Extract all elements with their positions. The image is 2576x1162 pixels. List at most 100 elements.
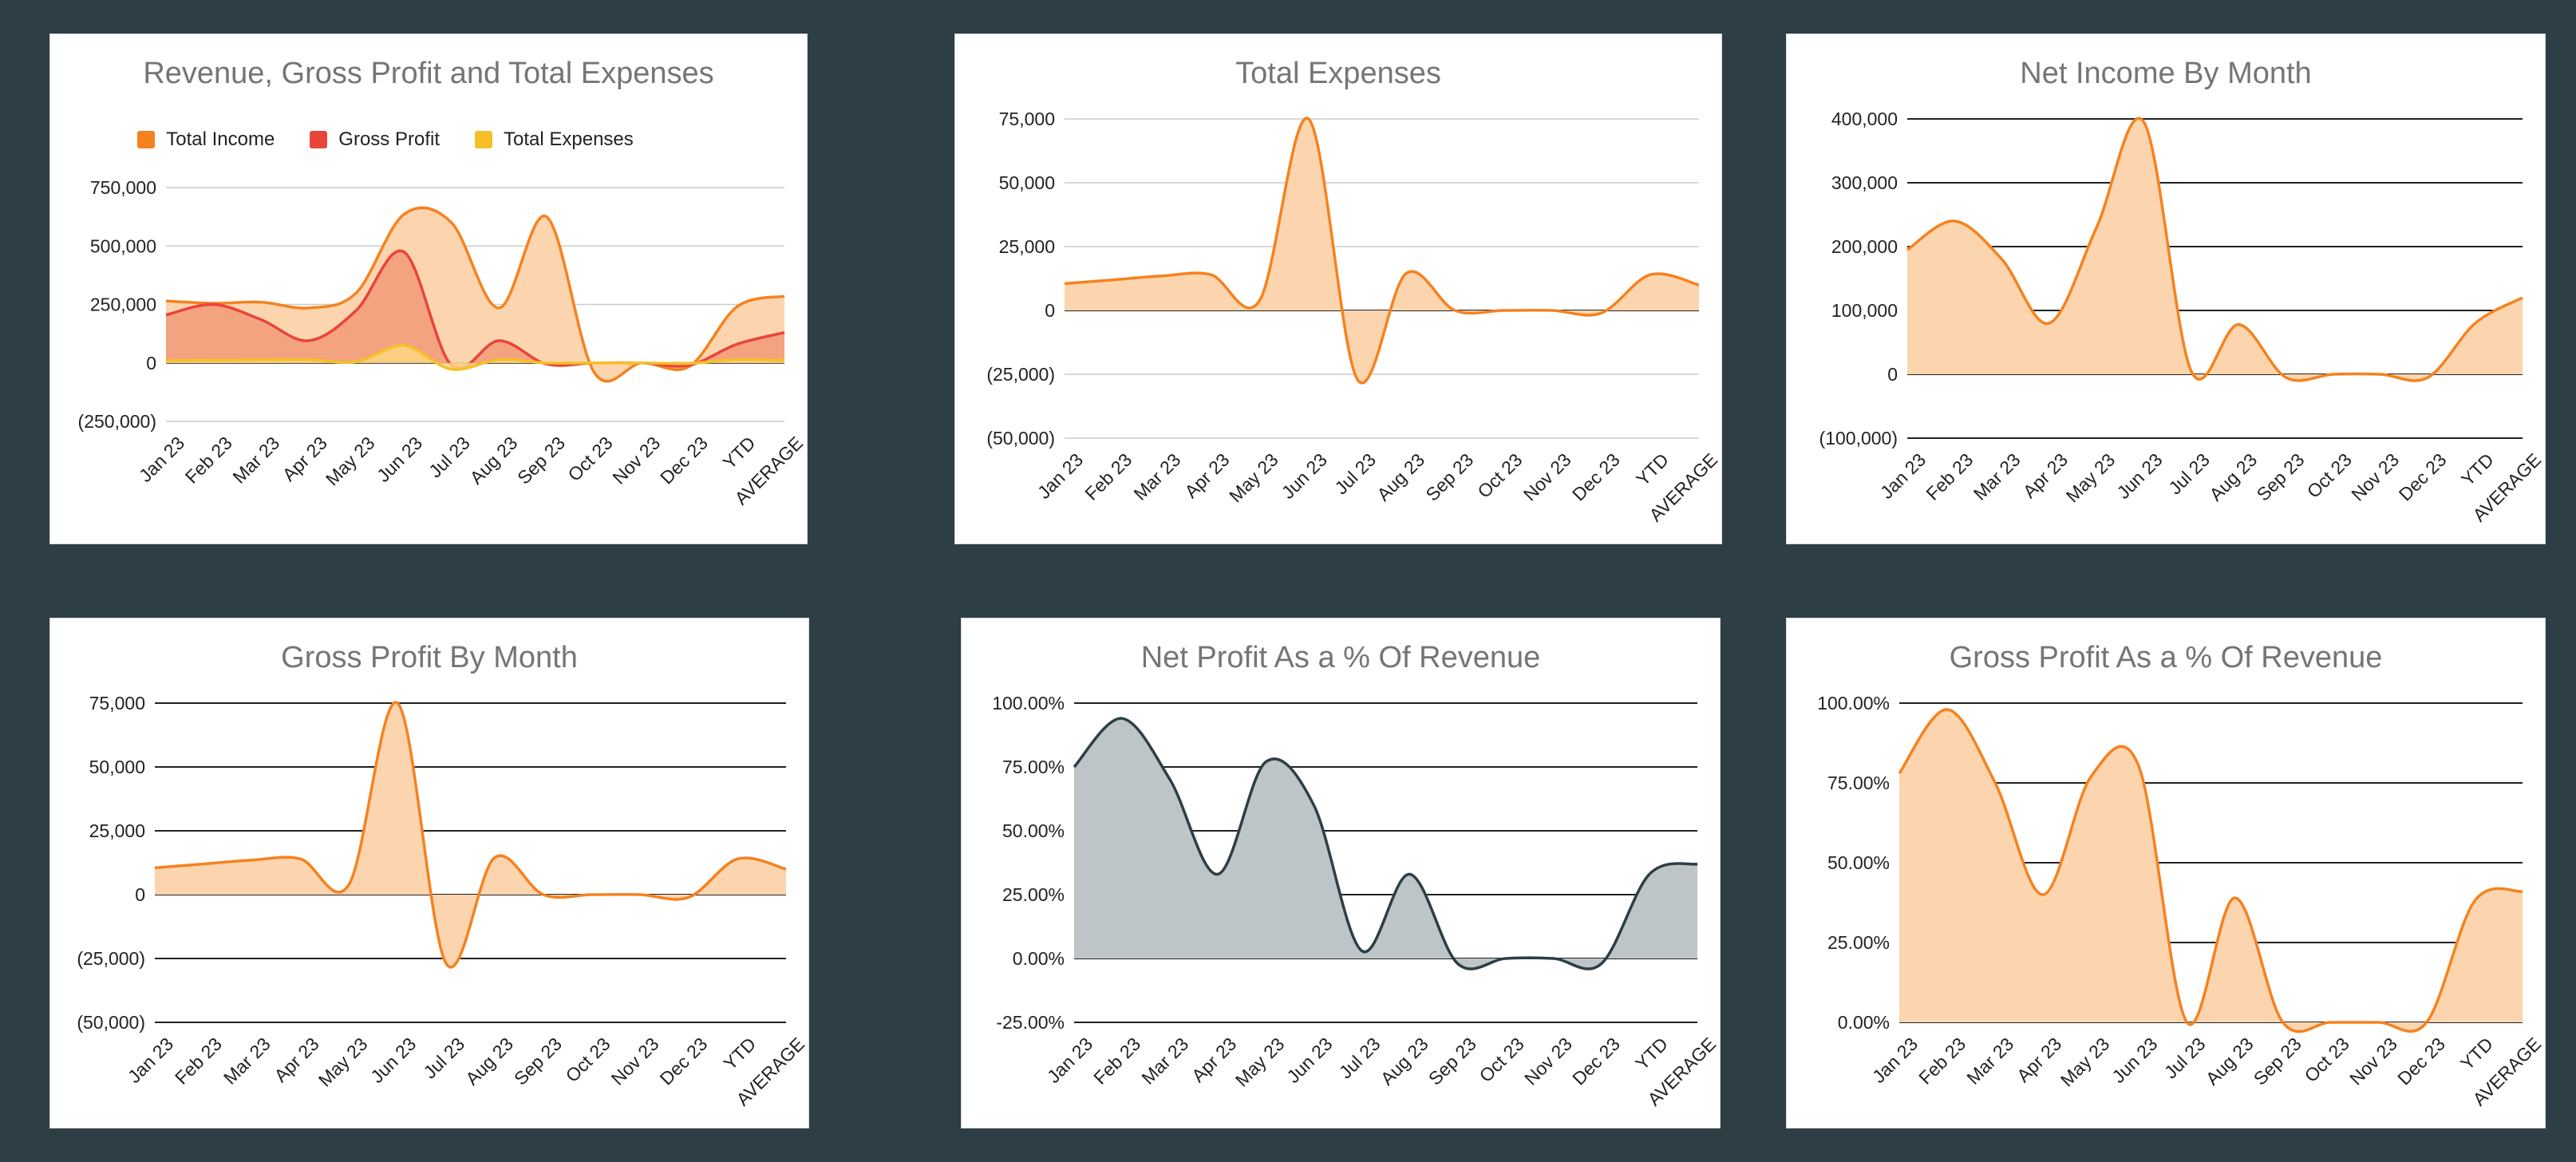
y-tick-label: 50.00% <box>1827 852 1890 873</box>
y-tick-label: 0 <box>1887 364 1898 385</box>
chart-panel-net-income-by-month: Net Income By Month (100,000) 0 100,000 200… <box>1786 34 2546 544</box>
chart-panel-net-profit-percent-revenue: Net Profit As a % Of Revenue -25.00% 0.00… <box>961 618 1721 1128</box>
legend-label: Total Expenses <box>504 128 634 150</box>
y-tick-label: 300,000 <box>1831 172 1898 193</box>
x-tick-label: Oct 23 <box>563 433 616 485</box>
x-tick-label: Jan 23 <box>1043 1034 1096 1087</box>
x-tick-label: Aug 23 <box>2205 449 2261 505</box>
x-tick-label: Mar 23 <box>1962 1034 2017 1089</box>
x-tick-label: Jun 23 <box>1278 449 1331 503</box>
x-tick-label: Oct 23 <box>1476 1034 1528 1086</box>
chart-legend: Total Income Gross Profit Total Expenses <box>7 128 764 151</box>
legend-swatch <box>310 131 328 148</box>
chart-panel-total-expenses: Total Expenses (50,000) (25,000) 0 25,000 50… <box>954 34 1722 544</box>
y-tick-label: 0.00% <box>1013 948 1065 969</box>
legend-item-gross-profit: Gross Profit <box>310 128 440 151</box>
x-tick-label: Feb 23 <box>181 433 236 488</box>
y-tick-label: (25,000) <box>986 364 1055 385</box>
y-tick-label: 75,000 <box>89 693 145 713</box>
x-tick-label: Sep 23 <box>2250 1034 2305 1089</box>
x-tick-label: Mar 23 <box>219 1034 275 1089</box>
x-tick-label: YTD <box>719 433 760 473</box>
y-tick-label: 0 <box>135 884 145 905</box>
x-tick-label: Jun 23 <box>1282 1034 1336 1087</box>
x-tick-label: Feb 23 <box>1922 449 1977 504</box>
x-tick-label: Dec 23 <box>2393 1034 2449 1089</box>
y-tick-label: 100.00% <box>992 693 1065 713</box>
x-tick-label: Jan 23 <box>1868 1034 1922 1087</box>
x-tick-label: Dec 23 <box>1568 449 1624 505</box>
y-tick-label: (250,000) <box>78 411 156 432</box>
chart-plot: -25.00% 0.00% 25.00% 50.00% 75.00% 100.00% Jan… <box>992 693 1720 1110</box>
x-tick-label: May 23 <box>2062 449 2120 507</box>
x-tick-label: Dec 23 <box>1568 1034 1624 1089</box>
chart-title: Gross Profit As a % Of Revenue <box>1949 641 2383 674</box>
y-tick-label: 0 <box>146 353 156 374</box>
x-tick-label: May 23 <box>322 433 379 490</box>
x-tick-label: Feb 23 <box>171 1034 226 1089</box>
y-tick-label: 200,000 <box>1831 236 1898 257</box>
x-tick-label: YTD <box>1632 449 1673 490</box>
x-tick-label: Nov 23 <box>1519 449 1575 505</box>
y-tick-label: (50,000) <box>986 428 1055 449</box>
x-tick-label: Apr 23 <box>1180 449 1233 502</box>
x-tick-label: Jan 23 <box>135 433 188 486</box>
x-tick-label: Mar 23 <box>1129 449 1184 504</box>
series-line <box>165 206 785 383</box>
x-tick-label: Nov 23 <box>607 1034 663 1089</box>
chart-plot: (50,000) (25,000) 0 25,000 50,000 75,000 Jan 2… <box>77 693 808 1110</box>
y-tick-label: 25.00% <box>1827 932 1890 953</box>
x-tick-label: Aug 23 <box>461 1034 517 1089</box>
x-tick-label: Apr 23 <box>270 1034 322 1086</box>
legend-label: Gross Profit <box>338 128 440 150</box>
series-area <box>155 702 786 967</box>
y-tick-label: -25.00% <box>996 1012 1065 1033</box>
y-tick-label: 100,000 <box>1831 300 1898 321</box>
series-area <box>1074 718 1697 970</box>
x-tick-label: Sep 23 <box>1424 1034 1480 1089</box>
x-tick-label: Sep 23 <box>2253 449 2309 505</box>
x-tick-label: Jun 23 <box>2108 1034 2161 1087</box>
chart-title: Revenue, Gross Profit and Total Expenses <box>143 57 714 90</box>
y-tick-label: 0 <box>1045 300 1055 321</box>
y-tick-label: 75.00% <box>1002 757 1065 777</box>
x-tick-label: Sep 23 <box>1421 449 1477 505</box>
y-tick-label: 500,000 <box>90 235 156 256</box>
y-tick-label: 750,000 <box>90 177 156 198</box>
x-tick-label: Aug 23 <box>1377 1034 1432 1089</box>
y-tick-label: 50.00% <box>1002 820 1065 841</box>
series-line <box>1906 117 2523 382</box>
x-tick-label: Mar 23 <box>228 433 283 488</box>
x-tick-label: Dec 23 <box>656 1034 712 1089</box>
x-tick-label: YTD <box>2457 449 2498 490</box>
chart-plot: (50,000) (25,000) 0 25,000 50,000 75,000 Jan 2… <box>986 109 1721 526</box>
x-tick-label: Dec 23 <box>656 433 712 488</box>
series-area <box>1899 709 2523 1032</box>
x-tick-label: Feb 23 <box>1914 1034 1970 1089</box>
chart-title: Gross Profit By Month <box>281 641 578 674</box>
x-tick-label: Feb 23 <box>1081 449 1136 504</box>
y-tick-label: 25,000 <box>999 236 1055 257</box>
x-tick-label: Nov 23 <box>608 433 664 488</box>
chart-plot: (100,000) 0 100,000 200,000 300,000 400,000 Ja… <box>1819 109 2546 526</box>
series-area <box>1065 118 1699 383</box>
x-tick-label: YTD <box>719 1034 760 1074</box>
y-tick-label: (50,000) <box>77 1012 145 1033</box>
x-tick-label: Nov 23 <box>2347 449 2403 505</box>
y-tick-label: 25.00% <box>1002 884 1065 905</box>
x-tick-label: Jan 23 <box>1033 449 1087 503</box>
chart-title: Net Income By Month <box>2020 57 2312 90</box>
x-tick-label: Aug 23 <box>2202 1034 2258 1089</box>
chart-panel-revenue-gross-profit-expenses: Revenue, Gross Profit and Total Expenses… <box>49 34 808 544</box>
y-tick-label: 50,000 <box>89 757 145 777</box>
y-tick-label: 75,000 <box>999 109 1055 129</box>
y-tick-label: 400,000 <box>1831 109 1898 129</box>
series-area <box>166 251 784 369</box>
chart-panel-gross-profit-percent-revenue: Gross Profit As a % Of Revenue 0.00% 25.0… <box>1786 618 2546 1128</box>
legend-label: Total Income <box>166 128 275 150</box>
x-tick-label: Sep 23 <box>510 1034 566 1089</box>
x-tick-label: Jul 23 <box>1330 449 1380 499</box>
chart-plot: (250,000) 0 250,000 500,000 750,000 Jan 23Feb… <box>78 177 808 509</box>
legend-swatch <box>137 131 156 148</box>
x-tick-label: Jun 23 <box>366 1034 420 1087</box>
